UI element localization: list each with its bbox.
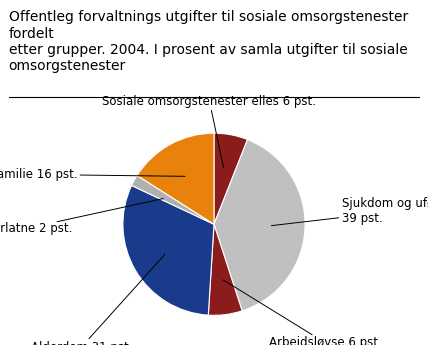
Text: Barn og familie 16 pst.: Barn og familie 16 pst. [0, 168, 185, 181]
Wedge shape [214, 133, 247, 224]
Wedge shape [208, 224, 242, 315]
Wedge shape [123, 186, 214, 315]
Wedge shape [131, 176, 214, 224]
Text: Etterlatne 2 pst.: Etterlatne 2 pst. [0, 198, 163, 235]
Text: Sjukdom og uførleik
39 pst.: Sjukdom og uførleik 39 pst. [271, 197, 428, 226]
Text: Alderdom 31 pst.: Alderdom 31 pst. [30, 254, 165, 345]
Wedge shape [137, 133, 214, 224]
Text: Offentleg forvaltnings utgifter til sosiale omsorgstenester fordelt
etter gruppe: Offentleg forvaltnings utgifter til sosi… [9, 10, 408, 73]
Text: Arbeidsløyse 6 pst.: Arbeidsløyse 6 pst. [223, 280, 381, 345]
Wedge shape [214, 140, 305, 311]
Text: Sosiale omsorgstenester elles 6 pst.: Sosiale omsorgstenester elles 6 pst. [102, 95, 316, 168]
